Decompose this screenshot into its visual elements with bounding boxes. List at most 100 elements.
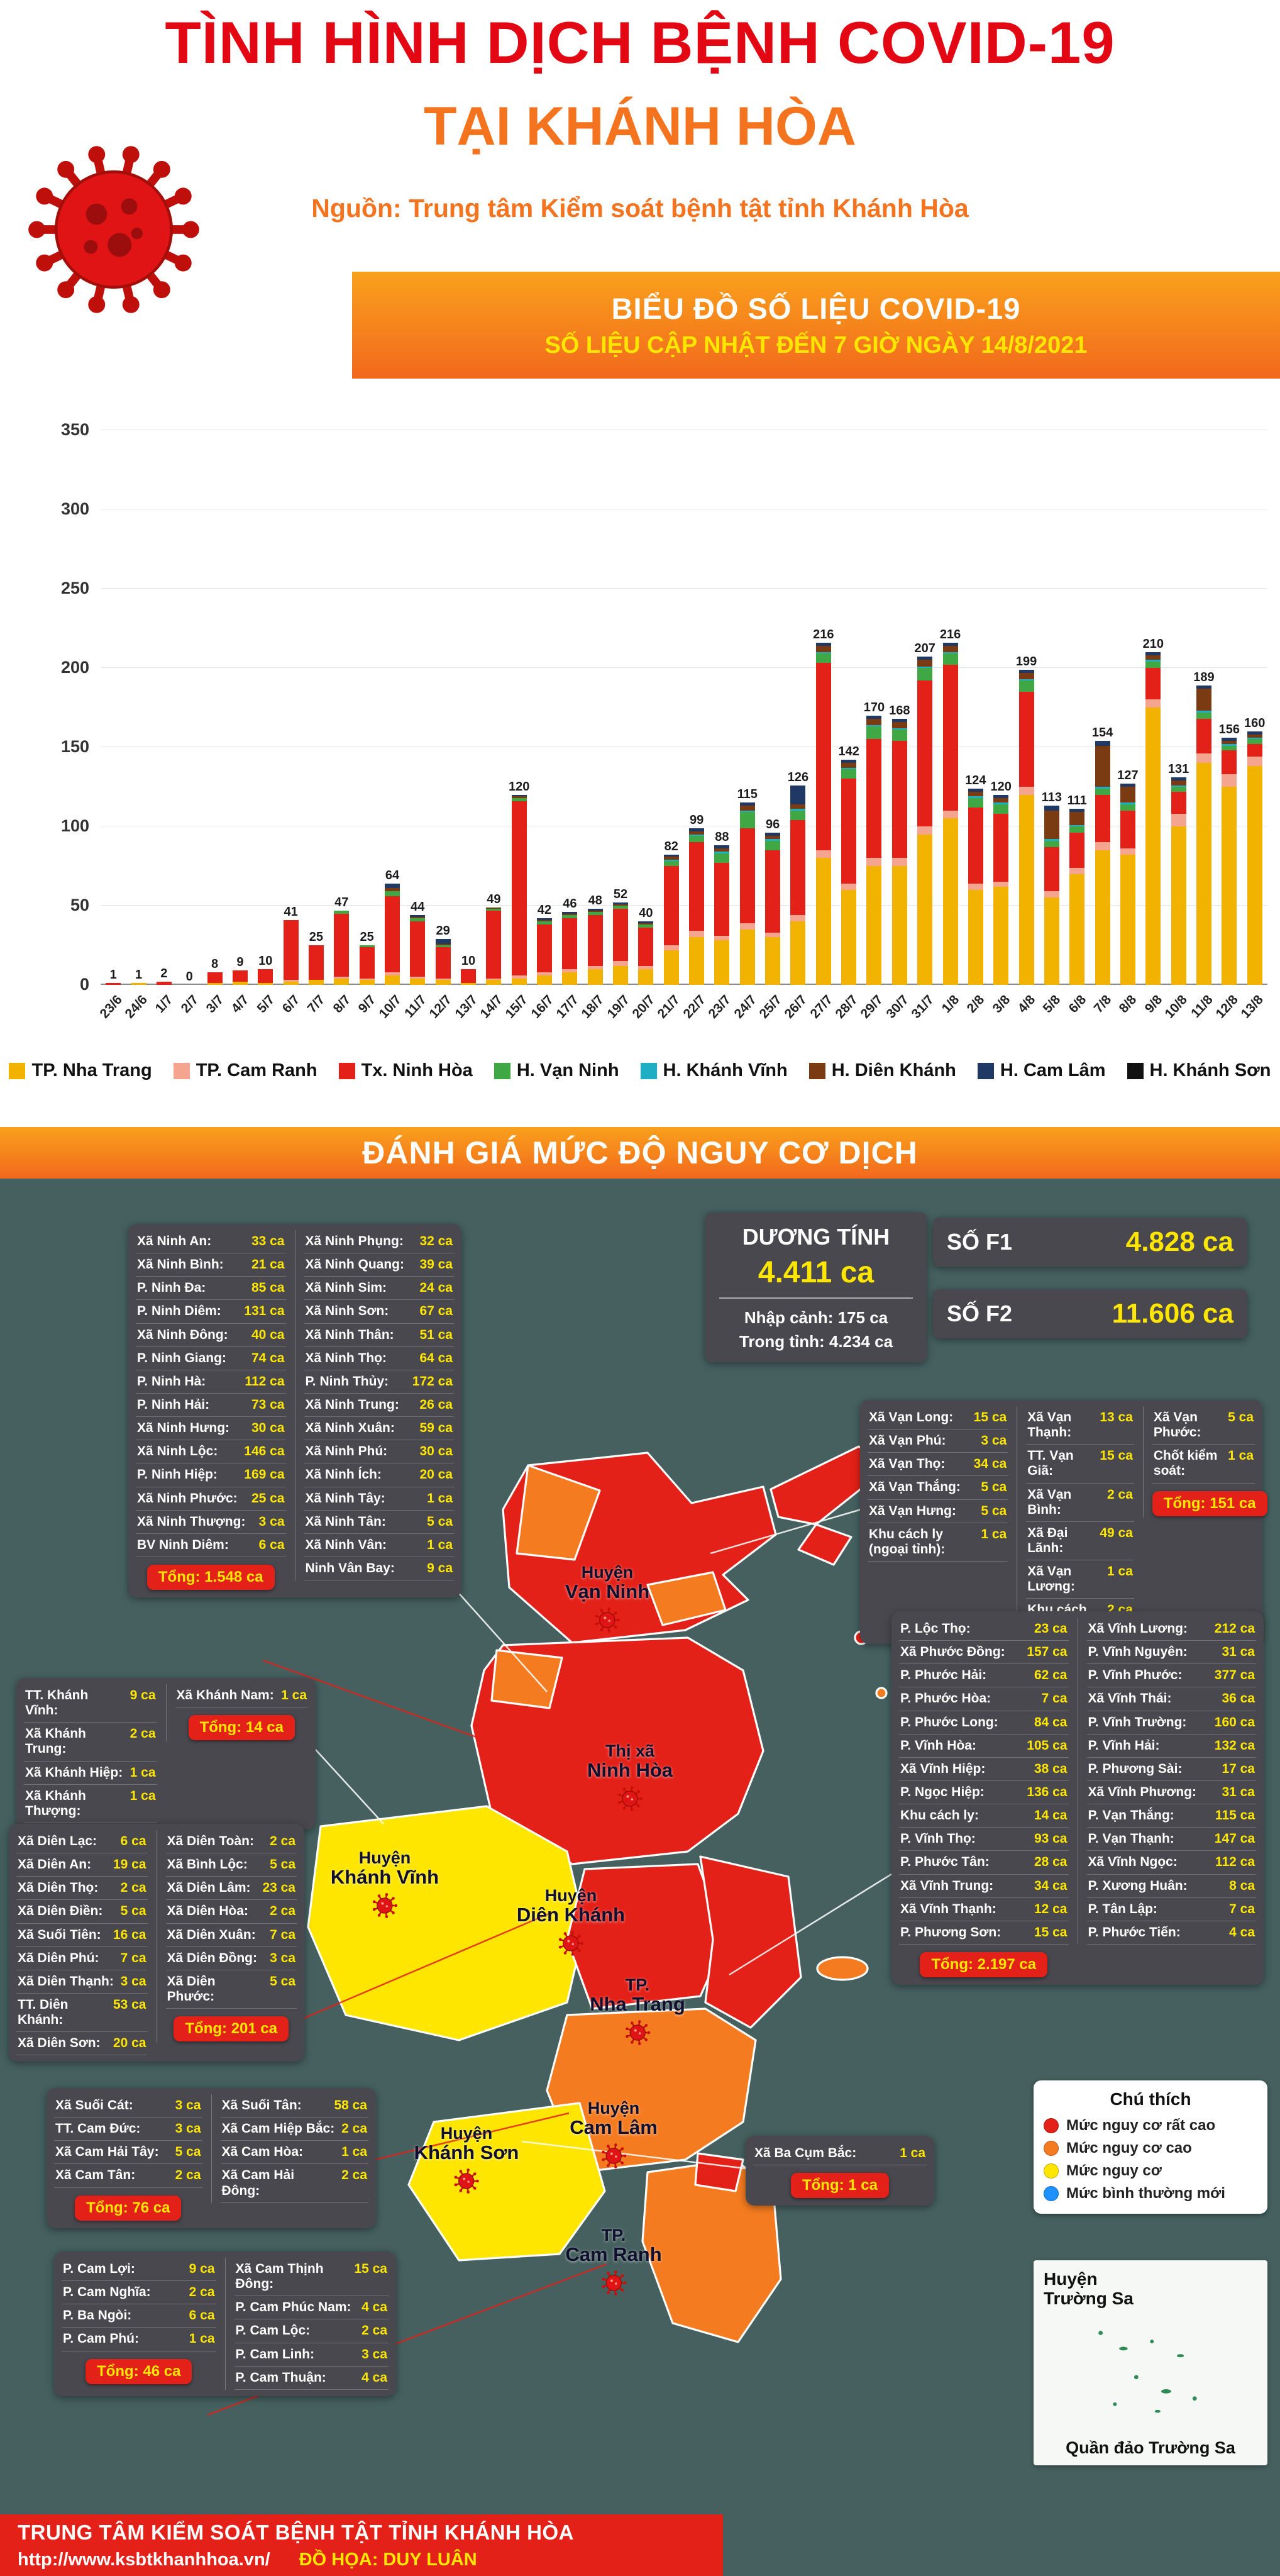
x-axis-label: 6/7	[279, 992, 303, 1016]
bar-segment	[283, 919, 299, 980]
legend-swatch	[977, 1062, 994, 1079]
map-district-nha-trang	[699, 1855, 802, 2029]
table-row: Xã Ninh Thượng: 3 ca	[136, 1511, 286, 1534]
table-row: P. Ninh Hiệp: 169 ca	[136, 1463, 286, 1487]
bar-group: 52	[608, 430, 633, 985]
table-row: Ninh Vân Bay: 9 ca	[304, 1557, 454, 1581]
bar-group: 25	[304, 430, 329, 985]
bar-group: 160	[1242, 430, 1267, 985]
bar-value-label: 120	[508, 779, 530, 794]
bar-segment	[511, 797, 527, 801]
bar-value-label: 0	[185, 970, 193, 984]
table-row: P. Ninh Giang: 74 ca	[136, 1347, 286, 1370]
bar-segment	[1095, 794, 1110, 843]
x-axis-label: 25/7	[756, 992, 785, 1021]
bar-segment	[562, 969, 578, 972]
f1-value: 4.828 ca	[1125, 1226, 1233, 1257]
stacked-bar	[841, 760, 857, 985]
table-row: Xã Diên Toàn: 2 ca	[165, 1830, 297, 1854]
table-row: P. Vĩnh Hải: 132 ca	[1086, 1735, 1256, 1758]
bar-value-label: 46	[563, 897, 577, 911]
table-row: Xã Ninh Tây: 1 ca	[304, 1487, 454, 1511]
bar-segment	[587, 915, 603, 966]
stacked-bar	[968, 788, 983, 985]
map-label-cam-lam: Huyện Cam Lâm	[570, 2099, 658, 2170]
bar-segment	[866, 715, 882, 719]
coronavirus-icon	[28, 146, 199, 313]
bar-group: 42	[532, 430, 557, 985]
table-row: P. Cam Lợi: 9 ca	[62, 2258, 216, 2282]
table-row: Xã Ninh Thọ: 64 ca	[304, 1347, 454, 1370]
table-row: P. Ngọc Hiệp: 136 ca	[899, 1781, 1069, 1805]
map-label-nha-trang: TP. Nha Trang	[590, 1976, 685, 2047]
stacked-bar	[714, 845, 730, 985]
footer-url[interactable]: http://www.ksbtkhanhhoa.vn/	[18, 2549, 270, 2570]
bar-segment	[891, 721, 907, 728]
bar-segment	[790, 809, 806, 811]
x-axis-label: 8/8	[1117, 992, 1140, 1016]
bar-segment	[1145, 652, 1161, 655]
bar-segment	[993, 882, 1009, 887]
bar-value-label: 40	[639, 906, 653, 921]
bar-group: 29	[430, 430, 455, 985]
bar-segment	[942, 652, 958, 654]
bar-segment	[891, 718, 907, 722]
bar-segment	[410, 977, 426, 979]
map-key-title: Chú thích	[1110, 2089, 1191, 2109]
bar-segment	[1222, 745, 1237, 751]
bar-value-label: 120	[990, 779, 1012, 794]
table-row: Xã Khánh Trung: 2 ca	[24, 1723, 157, 1762]
page-subtitle: TẠI KHÁNH HÒA	[424, 96, 856, 157]
bar-value-label: 131	[1167, 762, 1189, 776]
bar-value-label: 29	[436, 923, 450, 938]
table-row: Xã Ninh An: 33 ca	[136, 1230, 286, 1254]
stacked-bar	[866, 715, 882, 985]
bar-segment	[511, 975, 527, 979]
bar-segment	[410, 916, 426, 919]
bar-segment	[587, 969, 603, 985]
bar-segment	[562, 913, 578, 916]
legend-swatch	[9, 1062, 26, 1079]
legend-swatch	[808, 1062, 825, 1079]
bar-segment	[891, 740, 907, 858]
bar-segment	[1145, 699, 1161, 708]
bar-segment	[1222, 774, 1237, 787]
bar-segment	[359, 980, 375, 985]
bar-group: 127	[1115, 430, 1140, 985]
stacked-bar	[384, 883, 400, 985]
bar-value-label: 82	[664, 840, 678, 854]
x-axis-label: 7/8	[1091, 992, 1115, 1016]
table-row: P. Cam Phúc Nam: 4 ca	[234, 2296, 389, 2320]
stacked-bar	[739, 802, 755, 985]
bar-segment	[1247, 737, 1262, 740]
bar-value-label: 99	[689, 813, 704, 827]
table-row: Xã Ninh Phú: 30 ca	[304, 1440, 454, 1464]
bar-segment	[765, 932, 781, 938]
bar-segment	[841, 779, 857, 884]
x-axis-label: 7/7	[305, 992, 328, 1016]
table-row: TT. Diên Khánh: 53 ca	[16, 1994, 148, 2033]
chart-legend: TP. Nha Trang TP. Cam Ranh Tx. Ninh Hòa H. …	[0, 1060, 1280, 1081]
bar-segment	[714, 852, 730, 853]
bar-segment	[663, 856, 679, 860]
bar-segment	[1171, 787, 1186, 792]
table-row: Xã Diên Lâm: 23 ca	[165, 1877, 297, 1901]
stacked-bar	[638, 921, 654, 985]
table-row: P. Xương Huân: 8 ca	[1086, 1875, 1256, 1898]
bar-segment	[790, 804, 806, 809]
table-row: P. Vĩnh Phước: 377 ca	[1086, 1664, 1256, 1688]
bar-segment	[1222, 750, 1237, 774]
bar-segment	[917, 668, 933, 681]
stacked-bar	[486, 907, 502, 985]
bar-segment	[1247, 766, 1262, 985]
bar-segment	[815, 653, 831, 663]
stacked-bar	[1120, 784, 1135, 985]
f1-count-box: SỐ F1 4.828 ca	[933, 1218, 1247, 1267]
bar-segment	[1069, 824, 1085, 827]
bar-segment	[460, 983, 476, 985]
bar-segment	[663, 859, 679, 862]
bar-segment	[613, 902, 629, 904]
bar-group: 115	[735, 430, 760, 985]
bar-segment	[1196, 712, 1211, 719]
